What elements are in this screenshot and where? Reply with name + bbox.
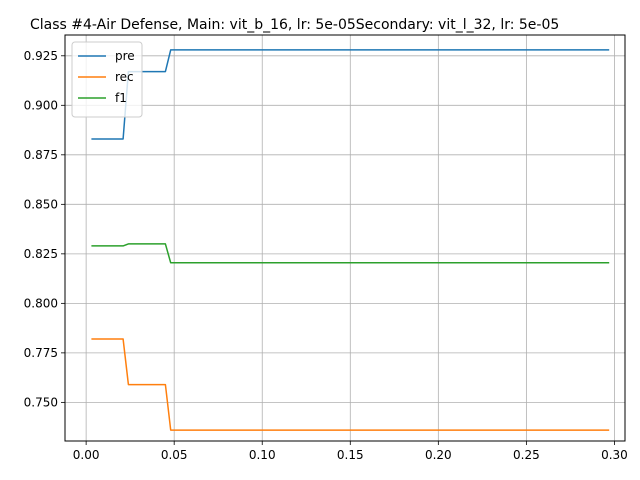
series-lines — [91, 49, 610, 431]
x-tick-label: 0.15 — [337, 448, 364, 462]
legend: pre rec f1 — [71, 41, 143, 118]
y-tick-label: 0.900 — [24, 98, 58, 112]
y-tick-label: 0.925 — [24, 49, 58, 63]
x-axis: 0.00 0.05 0.10 0.15 0.20 0.25 0.30 — [73, 441, 628, 462]
legend-label-pre: pre — [115, 49, 135, 63]
x-tick-label: 0.30 — [601, 448, 628, 462]
series-line-f1 — [91, 243, 610, 264]
y-tick-label: 0.850 — [24, 197, 58, 211]
y-tick-label: 0.800 — [24, 296, 58, 310]
plot-frame — [64, 34, 626, 442]
legend-label-rec: rec — [115, 70, 134, 84]
y-tick-label: 0.825 — [24, 247, 58, 261]
x-tick-label: 0.25 — [513, 448, 540, 462]
legend-label-f1: f1 — [115, 91, 127, 105]
y-tick-label: 0.750 — [24, 395, 58, 409]
series-line-rec — [91, 338, 610, 431]
x-tick-label: 0.05 — [161, 448, 188, 462]
x-tick-label: 0.10 — [249, 448, 276, 462]
y-tick-label: 0.875 — [24, 148, 58, 162]
x-tick-label: 0.00 — [73, 448, 100, 462]
y-axis: 0.750 0.775 0.800 0.825 0.850 0.875 0.900 0.925 — [24, 49, 65, 409]
y-tick-label: 0.775 — [24, 346, 58, 360]
x-tick-label: 0.20 — [425, 448, 452, 462]
series-line-pre — [91, 49, 610, 140]
chart-title: Class #4-Air Defense, Main: vit_b_16, lr… — [30, 17, 559, 33]
grid — [65, 35, 625, 441]
